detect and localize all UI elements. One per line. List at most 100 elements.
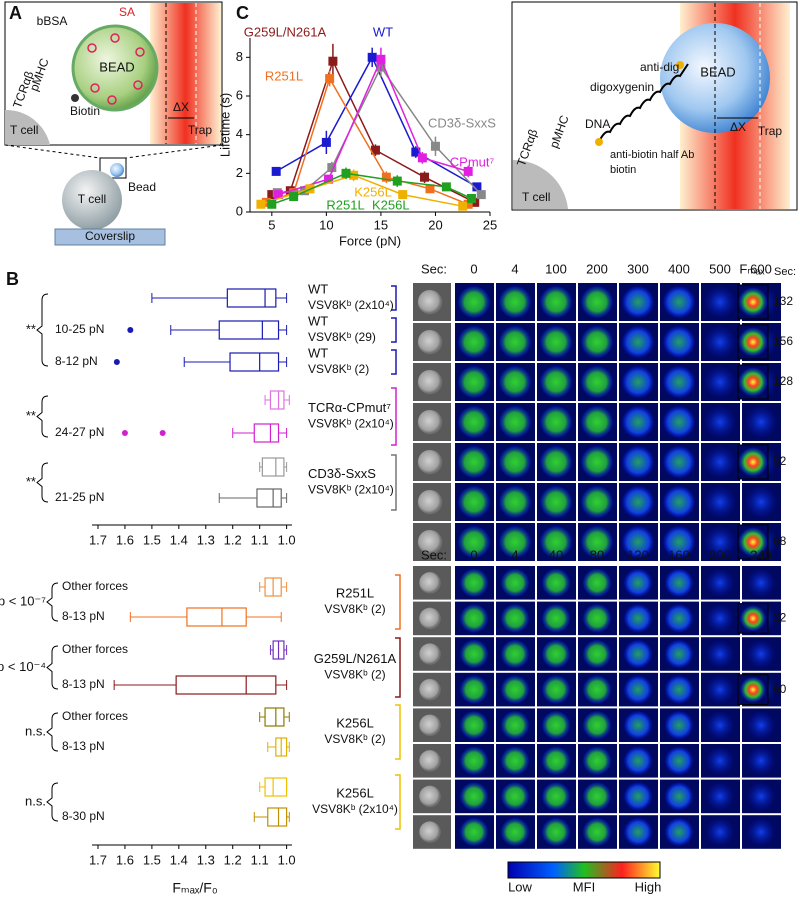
- fluor-cell: [541, 604, 571, 633]
- fluor-cell: [622, 446, 654, 478]
- fluor-cell: [541, 568, 571, 597]
- x-tick-label: 1.2: [224, 532, 242, 547]
- fluor-cell: [623, 782, 653, 811]
- significance: **: [26, 408, 36, 423]
- time-label: 0: [470, 547, 477, 562]
- label: bBSA: [37, 14, 68, 28]
- group-bracket: [391, 285, 397, 311]
- bead: [660, 23, 770, 133]
- t-cell: [62, 170, 122, 230]
- fmax-cell: [740, 676, 766, 703]
- group-subtitle: VSV8Kᵇ (2x10⁴): [308, 483, 394, 497]
- fluor-cell: [582, 639, 612, 669]
- time-label: 4: [511, 261, 518, 276]
- fmax-cell: [738, 367, 768, 397]
- fmax-sec: 68: [773, 534, 787, 548]
- fluor-cell: [540, 406, 572, 438]
- fluor-cell: [664, 746, 694, 775]
- label: T cell: [78, 192, 106, 206]
- group-subtitle: VSV8Kᵇ (2x10⁴): [308, 417, 394, 431]
- dic-cell: [419, 785, 441, 808]
- trap: [150, 3, 221, 144]
- fluor-cell: [623, 817, 653, 847]
- x-tick-label: 1.6: [116, 852, 134, 867]
- significance-bracket: [36, 293, 49, 367]
- y-axis-title: Lifetime (s): [217, 93, 232, 157]
- y-tick-label: 8: [236, 49, 243, 64]
- significance-bracket: [46, 645, 59, 690]
- series-label: K256L: [354, 184, 392, 199]
- x-tick-label: 20: [428, 217, 442, 232]
- fluor-cell: [705, 817, 735, 847]
- dic-cell: [419, 678, 441, 701]
- row-label: 8-13 pN: [62, 609, 105, 623]
- row-label: 21-25 pN: [55, 490, 104, 504]
- fmax-sec: 128: [773, 374, 793, 388]
- group-subtitle: VSV8Kᵇ (2x10⁴): [308, 298, 394, 312]
- biotin: [71, 94, 79, 102]
- fluor-cell: [540, 326, 572, 358]
- label: biotin: [610, 164, 636, 176]
- fluor-cell: [705, 711, 735, 740]
- time-label: 120: [627, 547, 649, 562]
- fluor-cell: [704, 486, 736, 518]
- row-label: Other forces: [62, 579, 128, 593]
- fluor-cell: [622, 406, 654, 438]
- fluor-cell: [459, 746, 489, 775]
- x-tick-label: 1.3: [197, 852, 215, 867]
- fluor-cell: [458, 446, 490, 478]
- label: BEAD: [99, 59, 134, 74]
- row-label: Other forces: [62, 642, 128, 656]
- group-bracket: [395, 704, 401, 760]
- label: SA: [119, 5, 135, 19]
- fluor-cell: [458, 526, 490, 558]
- fluor-cell: [540, 366, 572, 398]
- label: anti-biotin half Ab: [610, 149, 694, 161]
- dic-cell: [419, 714, 441, 736]
- fluor-cell: [540, 526, 572, 558]
- marker: [472, 182, 482, 192]
- dic-cell: [417, 329, 443, 355]
- label: DNA: [585, 117, 610, 131]
- fluor-cell: [664, 639, 694, 669]
- t-cell: [513, 159, 568, 209]
- group-bracket: [391, 387, 397, 446]
- group-subtitle: VSV8Kᵇ (2): [324, 732, 385, 746]
- fluor-cell: [581, 446, 613, 478]
- label: T cell: [10, 123, 38, 137]
- fluor-cell: [541, 639, 571, 669]
- fluor-cell: [664, 604, 694, 633]
- fluor-cell: [500, 675, 530, 704]
- box: [267, 807, 288, 827]
- x-tick-label: 1.1: [251, 852, 269, 867]
- box: [269, 390, 285, 410]
- y-tick-label: 0: [236, 203, 243, 218]
- fluor-cell: [499, 406, 531, 438]
- fluor-cell: [582, 817, 612, 847]
- marker: [271, 166, 281, 176]
- fluor-cell: [459, 604, 489, 633]
- label: Trap: [758, 124, 783, 138]
- label: ΔX: [730, 120, 746, 134]
- outlier: [127, 327, 134, 333]
- marker: [349, 170, 359, 180]
- marker: [441, 182, 451, 192]
- marker: [273, 190, 283, 200]
- coverslip: [54, 228, 166, 246]
- row-label: 8-13 pN: [62, 739, 105, 753]
- fluor-cell: [582, 746, 612, 775]
- fluor-cell: [541, 746, 571, 775]
- fluor-cell: [704, 326, 736, 358]
- fluor-cell: [541, 817, 571, 847]
- dic-cell: [419, 643, 441, 665]
- label: Biotin: [70, 104, 100, 118]
- marker: [420, 172, 430, 182]
- box: [186, 607, 247, 627]
- time-label: 4: [511, 547, 518, 562]
- fluor-cell: [704, 446, 736, 478]
- group-name: WT: [308, 345, 328, 360]
- dic-cell: [417, 369, 443, 395]
- t-cell: [5, 109, 50, 145]
- x-tick-label: 1.5: [143, 852, 161, 867]
- fluor-cell: [459, 711, 489, 740]
